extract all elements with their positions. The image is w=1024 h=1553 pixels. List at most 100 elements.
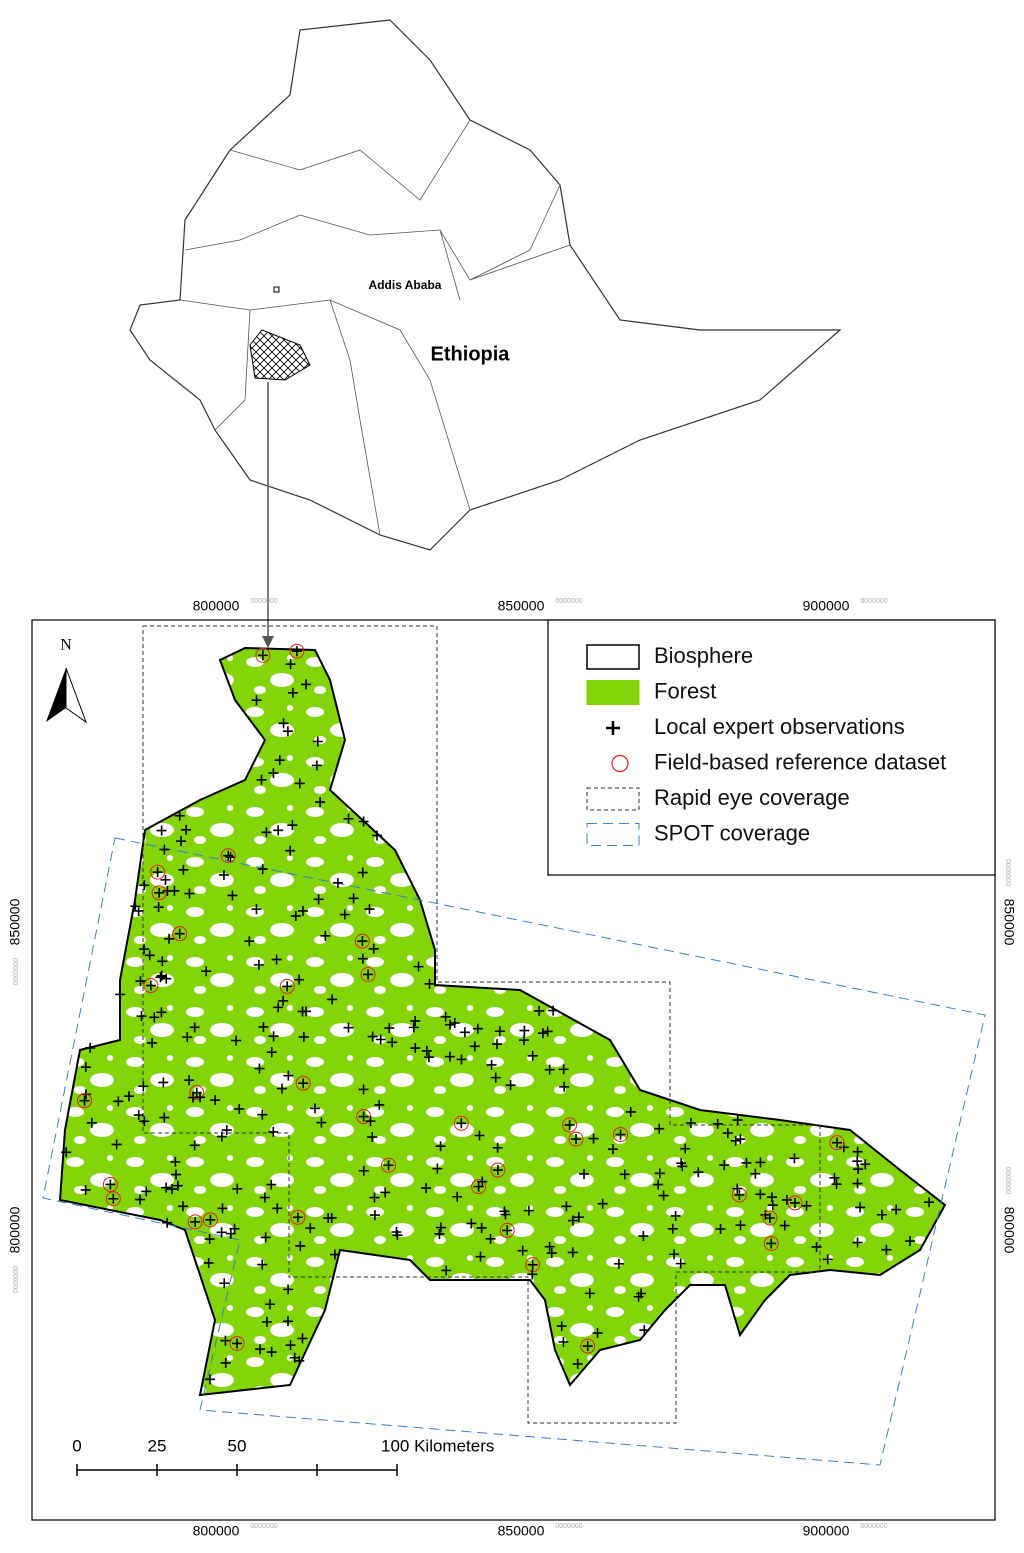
- observation: [811, 1241, 822, 1252]
- observation: [220, 1335, 231, 1346]
- observation: [456, 1054, 467, 1065]
- observation: [558, 1064, 569, 1075]
- north-arrow: [46, 668, 66, 722]
- observation: [375, 1034, 386, 1045]
- observation: [410, 1015, 421, 1026]
- observation: [449, 1017, 460, 1028]
- reference-site: [490, 1162, 506, 1178]
- observation: [273, 1002, 284, 1013]
- observation: [159, 1112, 170, 1123]
- observation: [633, 1291, 644, 1302]
- observation: [584, 1288, 595, 1299]
- observation: [294, 778, 305, 789]
- observation: [492, 1165, 503, 1176]
- observation: [852, 1146, 863, 1157]
- observation: [653, 1179, 664, 1190]
- observation: [441, 1265, 452, 1276]
- observation: [298, 1078, 309, 1089]
- observation: [231, 1035, 242, 1046]
- observation: [860, 1159, 871, 1170]
- observation: [195, 1092, 206, 1103]
- scale-label: 50: [228, 1436, 247, 1455]
- reference-site: [290, 1209, 306, 1225]
- reference-site: [151, 885, 167, 901]
- observation: [735, 1134, 746, 1145]
- observation: [486, 1059, 497, 1070]
- observation: [358, 816, 369, 827]
- observation: [160, 874, 171, 885]
- observation: [320, 930, 331, 941]
- observation: [136, 1011, 147, 1022]
- observation: [472, 1023, 483, 1034]
- observation: [413, 961, 424, 972]
- reference-site: [763, 1235, 779, 1251]
- observation: [475, 1251, 486, 1262]
- observation: [229, 1223, 240, 1234]
- observation: [619, 1169, 630, 1180]
- observation: [156, 1007, 167, 1018]
- reference-site: [453, 1115, 469, 1131]
- observation: [719, 1160, 730, 1171]
- observation: [831, 1179, 842, 1190]
- observation: [712, 1118, 723, 1129]
- observation: [380, 1187, 391, 1198]
- observation: [852, 1178, 863, 1189]
- coord-suffix: 0000000: [555, 598, 582, 605]
- observation: [182, 1032, 193, 1043]
- observation: [685, 1118, 696, 1128]
- legend-swatch: [586, 644, 640, 670]
- observation: [108, 1193, 119, 1204]
- observation: [253, 959, 264, 970]
- observation: [676, 1158, 687, 1169]
- observation: [485, 1233, 496, 1244]
- observation: [201, 966, 212, 977]
- observation: [492, 1039, 503, 1050]
- observation: [408, 1022, 419, 1033]
- observation: [189, 1140, 200, 1151]
- observation: [432, 1163, 443, 1174]
- y-coord-label: 800000: [1001, 1207, 1017, 1254]
- observation: [505, 1080, 516, 1091]
- observation: [295, 1240, 306, 1251]
- observation: [329, 1249, 340, 1260]
- observation: [268, 1126, 279, 1137]
- observation: [357, 867, 368, 878]
- observation: [625, 1106, 636, 1117]
- observation: [675, 1258, 686, 1269]
- observation: [876, 1209, 887, 1220]
- legend-label: Field-based reference dataset: [654, 749, 946, 774]
- observation: [164, 933, 175, 944]
- reference-site: [77, 1093, 93, 1109]
- observation: [670, 1210, 681, 1221]
- observation: [268, 768, 279, 779]
- reference-site: [499, 1222, 515, 1238]
- observation: [323, 1213, 334, 1224]
- observation: [80, 1184, 91, 1195]
- observation: [145, 980, 156, 991]
- observation: [292, 1212, 303, 1223]
- observation: [534, 1005, 545, 1016]
- observation: [564, 1119, 575, 1130]
- coord-suffix: 0000000: [1004, 1167, 1011, 1194]
- observation: [741, 1157, 752, 1168]
- coordinates: 800000 0000000 800000 0000000 850000 0000000 8…: [7, 598, 1018, 1539]
- observation: [216, 1131, 227, 1142]
- observation: [287, 820, 298, 831]
- observation: [435, 1141, 446, 1152]
- observation: [383, 1160, 394, 1171]
- observation: [790, 1197, 801, 1208]
- observation: [654, 1123, 665, 1134]
- capital-label: Addis Ababa: [369, 278, 442, 292]
- observation: [61, 1147, 72, 1158]
- coord-suffix: 0000000: [860, 1523, 887, 1530]
- observation: [257, 650, 268, 661]
- observation: [159, 844, 170, 855]
- reference-site: [471, 1179, 487, 1195]
- observation: [654, 1168, 665, 1179]
- observation: [156, 825, 167, 836]
- observation: [260, 1232, 271, 1243]
- observation: [561, 1201, 572, 1212]
- observation: [138, 1081, 149, 1092]
- observation: [764, 1212, 775, 1223]
- legend-swatch: [606, 721, 620, 735]
